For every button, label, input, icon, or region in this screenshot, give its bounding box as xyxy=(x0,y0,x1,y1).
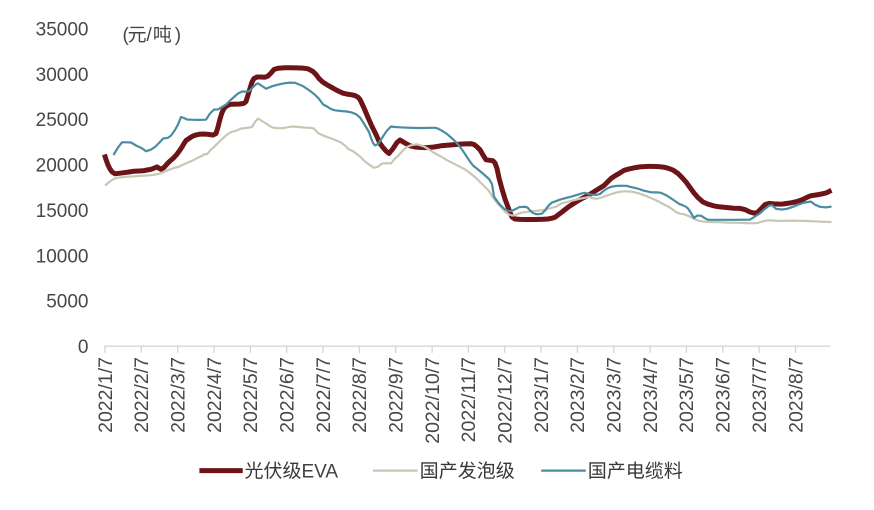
svg-text:5000: 5000 xyxy=(46,292,88,313)
svg-text:0: 0 xyxy=(78,337,89,358)
svg-text:2023/2/7: 2023/2/7 xyxy=(567,357,589,433)
svg-text:2022/3/7: 2022/3/7 xyxy=(168,357,190,433)
svg-text:20000: 20000 xyxy=(36,156,89,177)
svg-text:2023/5/7: 2023/5/7 xyxy=(676,357,698,433)
svg-text:2023/1/7: 2023/1/7 xyxy=(531,357,553,433)
svg-text:(: ( xyxy=(123,25,130,46)
svg-text:2022/4/7: 2022/4/7 xyxy=(204,357,226,433)
svg-text:2022/9/7: 2022/9/7 xyxy=(386,357,408,433)
svg-text:2023/6/7: 2023/6/7 xyxy=(713,357,735,433)
svg-text:): ) xyxy=(175,25,181,46)
svg-text:35000: 35000 xyxy=(36,20,89,41)
svg-text:2022/7/7: 2022/7/7 xyxy=(313,357,335,433)
svg-text:15000: 15000 xyxy=(36,201,89,222)
svg-text:2022/2/7: 2022/2/7 xyxy=(131,357,153,433)
svg-text:10000: 10000 xyxy=(36,246,89,267)
svg-text:EVA: EVA xyxy=(302,461,339,482)
svg-text:2022/8/7: 2022/8/7 xyxy=(349,357,371,433)
svg-text:2022/12/7: 2022/12/7 xyxy=(495,357,517,444)
svg-text:2022/5/7: 2022/5/7 xyxy=(240,357,262,433)
svg-text:2023/3/7: 2023/3/7 xyxy=(604,357,626,433)
svg-text:2022/11/7: 2022/11/7 xyxy=(458,357,480,442)
svg-text:30000: 30000 xyxy=(36,65,89,86)
svg-text:2023/4/7: 2023/4/7 xyxy=(640,357,662,433)
svg-text:25000: 25000 xyxy=(36,110,89,131)
svg-text:2022/6/7: 2022/6/7 xyxy=(277,357,299,433)
svg-text:2022/1/7: 2022/1/7 xyxy=(95,357,117,433)
svg-text:2022/10/7: 2022/10/7 xyxy=(422,357,444,444)
svg-text:2023/7/7: 2023/7/7 xyxy=(749,357,771,433)
svg-text:/: / xyxy=(147,25,153,46)
svg-text:2023/8/7: 2023/8/7 xyxy=(785,357,807,433)
